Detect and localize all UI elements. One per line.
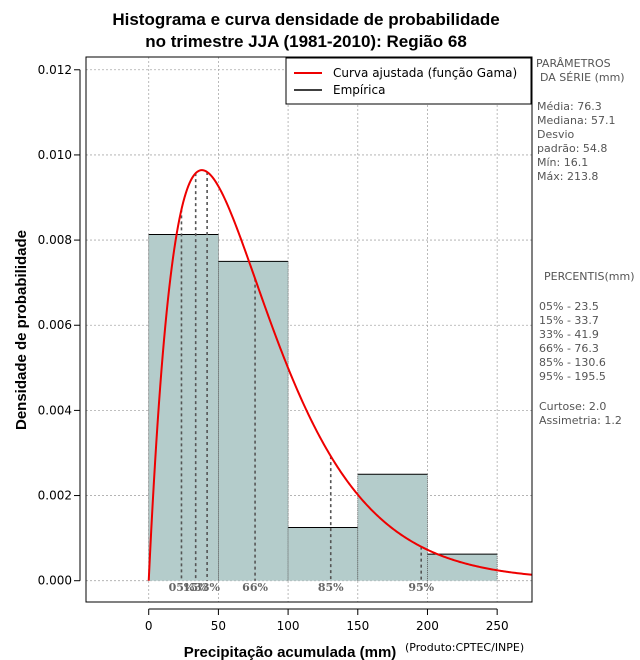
chart-title-line-1: Histograma e curva densidade de probabil…	[112, 10, 499, 29]
y-tick-label: 0.006	[38, 318, 72, 332]
x-tick-label: 0	[145, 619, 153, 633]
param-max: Máx: 213.8	[537, 170, 598, 183]
chart-title-line-2: no trimestre JJA (1981-2010): Região 68	[145, 32, 467, 51]
plot-frame	[85, 56, 533, 603]
percentile-label-95: 95%	[408, 581, 434, 594]
y-tick-label: 0.010	[38, 148, 72, 162]
params-title-line-2: DA SÉRIE (mm)	[540, 71, 625, 84]
percentil-33: 33% - 41.9	[539, 328, 599, 341]
y-tick-label: 0.002	[38, 489, 72, 503]
y-tick-label: 0.000	[38, 574, 72, 588]
side-panel: PARÂMETROS DA SÉRIE (mm) Média: 76.3 Med…	[536, 57, 635, 427]
param-media: Média: 76.3	[537, 100, 602, 113]
x-axis-title: Precipitação acumulada (mm)	[184, 644, 397, 660]
histogram-bar-2	[218, 261, 289, 581]
x-tick-label: 200	[416, 619, 439, 633]
y-tick-label: 0.012	[38, 63, 72, 77]
param-desvio: Desvio	[537, 128, 575, 141]
x-tick-label: 250	[486, 619, 509, 633]
gamma-fit-curve	[147, 169, 533, 581]
percentil-05: 05% - 23.5	[539, 300, 599, 313]
params-title-line-1: PARÂMETROS	[536, 57, 611, 70]
y-tick-label: 0.008	[38, 233, 72, 247]
percentile-label-85: 85%	[318, 581, 344, 594]
y-axis-title: Densidade de probabilidade	[13, 230, 30, 430]
stat-curtose: Curtose: 2.0	[539, 400, 606, 413]
percentile-label-05: 05%	[169, 581, 195, 594]
x-tick-label: 50	[211, 619, 226, 633]
percentile-label-15: 15%	[183, 581, 209, 594]
percentis-title: PERCENTIS(mm)	[544, 270, 635, 283]
legend: Curva ajustada (função Gama) Empírica	[285, 57, 532, 105]
histogram-bar-3	[288, 527, 358, 581]
percentil-66: 66% - 76.3	[539, 342, 599, 355]
percentil-95: 95% - 195.5	[539, 370, 606, 383]
percentile-label-33: 33%	[194, 581, 220, 594]
stat-assimetria: Assimetria: 1.2	[539, 414, 622, 427]
legend-box	[285, 57, 532, 105]
x-tick-label: 100	[277, 619, 300, 633]
y-tick-label: 0.004	[38, 403, 72, 417]
param-padrao: padrão: 54.8	[537, 142, 607, 155]
percentil-15: 15% - 33.7	[539, 314, 599, 327]
percentile-label-66: 66%	[242, 581, 268, 594]
product-credit: (Produto:CPTEC/INPE)	[405, 641, 524, 654]
param-mediana: Mediana: 57.1	[537, 114, 615, 127]
legend-empirical-label: Empírica	[333, 83, 385, 97]
param-min: Mín: 16.1	[537, 156, 588, 169]
legend-curve-label: Curva ajustada (função Gama)	[333, 66, 517, 80]
percentil-85: 85% - 130.6	[539, 356, 606, 369]
x-tick-label: 150	[346, 619, 369, 633]
